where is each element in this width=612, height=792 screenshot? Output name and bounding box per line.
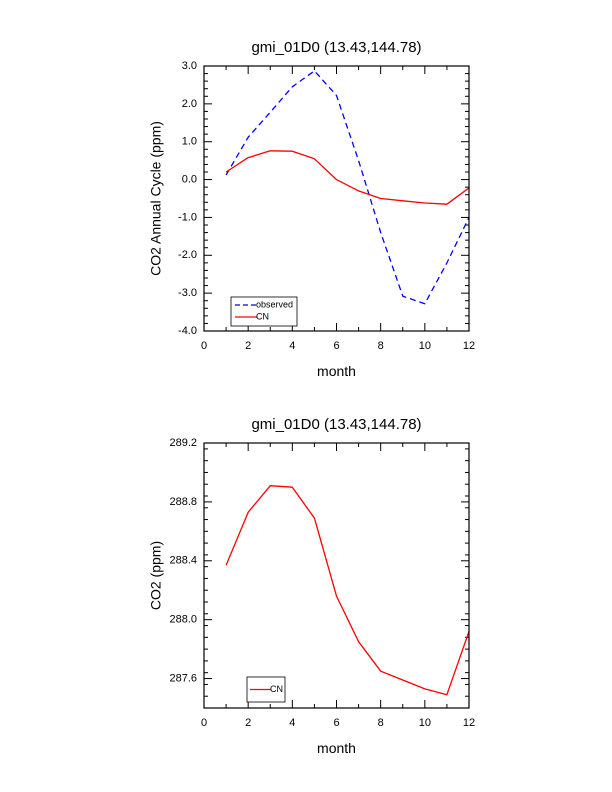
- chart2-x-tick-label: 0: [201, 717, 207, 729]
- chart1-y-tick-label: -4.0: [178, 325, 197, 337]
- chart2-y-tick-label: 287.6: [169, 672, 197, 684]
- chart1-series-observed-line: [225, 70, 469, 305]
- chart1-x-tick-label: 12: [463, 340, 475, 352]
- chart1-y-tick-label: 0.0: [182, 173, 197, 185]
- chart2-y-tick-label: 288.8: [169, 496, 197, 508]
- chart1-x-tick-label: 8: [378, 340, 384, 352]
- chart2-legend-label-cn: CN: [270, 684, 283, 694]
- chart2-y-tick-label: 288.0: [169, 614, 197, 626]
- chart2-x-tick-label: 8: [378, 717, 384, 729]
- chart1-y-tick-label: -3.0: [178, 287, 197, 299]
- chart1-y-tick-label: -1.0: [178, 211, 197, 223]
- chart1-y-tick-label: 1.0: [182, 136, 197, 148]
- chart1-series-cn-line: [225, 150, 469, 205]
- chart2-x-tick-label: 12: [463, 717, 475, 729]
- chart1-legend-box: [230, 296, 298, 327]
- annual-cycle-chart: gmi_01D0 (13.43,144.78) 0 2 4 6 8 10 12 -4.0 -3.0…: [148, 39, 475, 379]
- chart2-x-tick-label: 4: [289, 717, 295, 729]
- chart2-x-tick-label: 6: [333, 717, 339, 729]
- chart2-x-tick-label: 2: [245, 717, 251, 729]
- chart2-x-tick-label: 10: [419, 717, 431, 729]
- chart1-legend-label-observed: observed: [256, 299, 293, 309]
- chart1-x-tick-label: 10: [419, 340, 431, 352]
- chart1-x-axis-label: month: [317, 363, 356, 379]
- chart1-title: gmi_01D0 (13.43,144.78): [251, 39, 421, 56]
- chart1-y-tick-label: -2.0: [178, 249, 197, 261]
- chart1-x-tick-label: 0: [201, 340, 207, 352]
- chart1-x-tick-label: 6: [333, 340, 339, 352]
- chart1-plot-frame: [203, 65, 470, 332]
- chart1-x-tick-label: 2: [245, 340, 251, 352]
- chart1-legend-label-cn: CN: [256, 311, 269, 321]
- chart2-y-tick-label: 288.4: [169, 555, 197, 567]
- chart1-y-axis-label: CO2 Annual Cycle (ppm): [148, 121, 164, 276]
- chart2-x-axis-label: month: [317, 740, 356, 756]
- chart2-plot-frame: [203, 442, 470, 709]
- chart2-y-tick-label: 289.2: [169, 437, 197, 449]
- chart1-y-tick-label: 3.0: [182, 60, 197, 72]
- chart2-y-axis-label: CO2 (ppm): [148, 541, 164, 610]
- chart2-series-cn-line: [225, 485, 469, 696]
- chart1-x-tick-label: 4: [289, 340, 295, 352]
- co2-chart: gmi_01D0 (13.43,144.78) 0 2 4 6 8 10 12 287.6 288…: [148, 416, 475, 756]
- chart2-title: gmi_01D0 (13.43,144.78): [251, 416, 421, 433]
- chart1-y-tick-label: 2.0: [182, 98, 197, 110]
